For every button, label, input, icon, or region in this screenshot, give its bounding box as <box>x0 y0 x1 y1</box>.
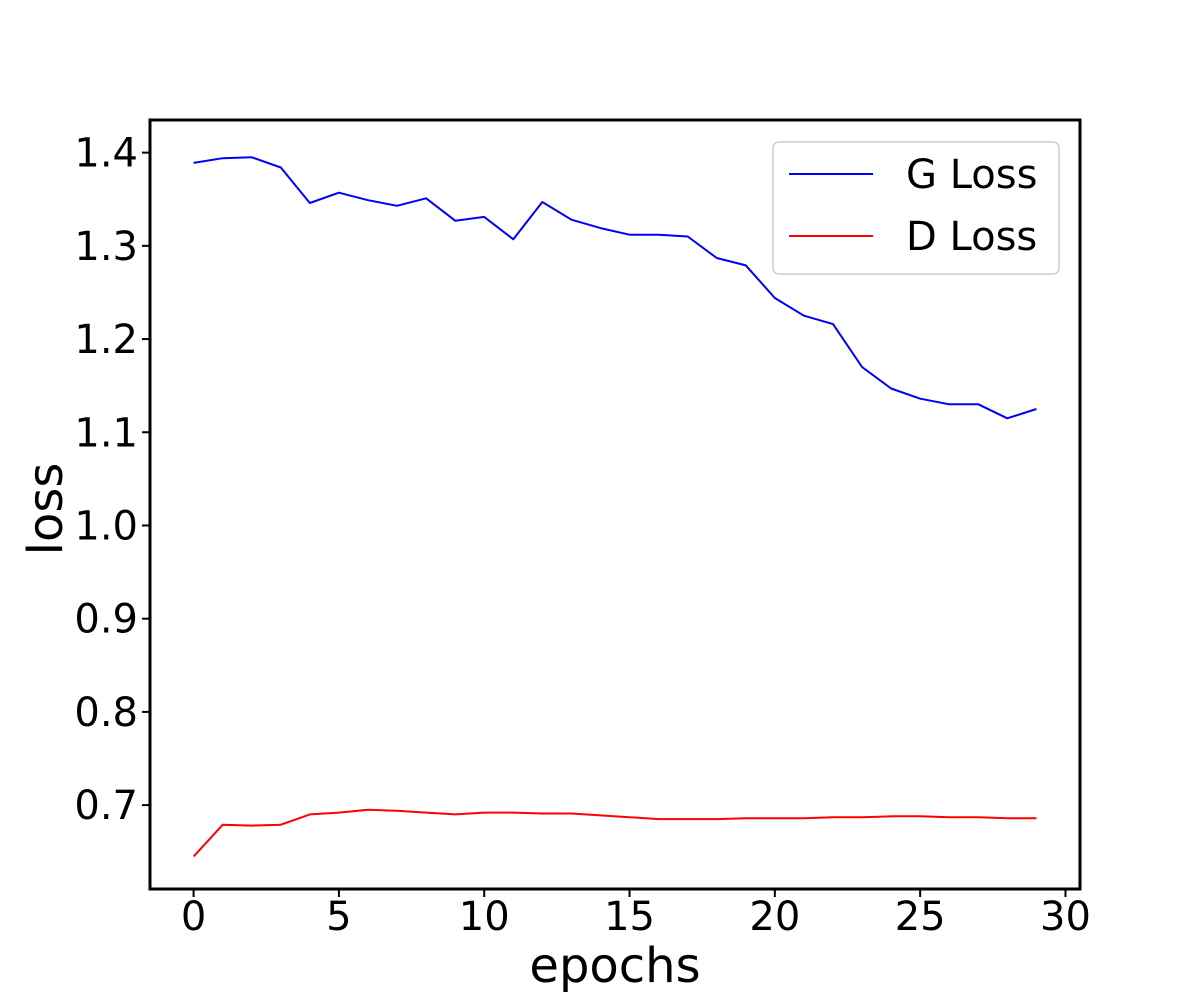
series-line-g-loss <box>193 156 1037 420</box>
x-tick-label: 15 <box>604 894 655 940</box>
x-tick-label: 0 <box>181 894 206 940</box>
legend-label-d-loss: D Loss <box>906 214 1037 260</box>
y-axis-ticks: 0.7 0.8 0.9 1.0 1.1 1.2 1.3 1.4 <box>74 131 150 829</box>
legend-label-g-loss: G Loss <box>906 152 1037 198</box>
y-axis-label: loss <box>18 463 74 556</box>
x-tick-label: 30 <box>1040 894 1091 940</box>
y-tick-label: 1.1 <box>74 410 138 456</box>
x-tick-label: 25 <box>895 894 946 940</box>
y-tick-label: 0.7 <box>74 783 138 829</box>
y-tick-label: 0.8 <box>74 690 138 736</box>
x-tick-label: 10 <box>459 894 510 940</box>
x-tick-label: 20 <box>749 894 800 940</box>
y-tick-label: 1.0 <box>74 503 138 549</box>
x-tick-label: 5 <box>326 894 351 940</box>
x-axis-ticks: 0 5 10 15 20 25 30 <box>181 889 1091 940</box>
plot-frame <box>148 118 1082 891</box>
series-line-d-loss <box>192 808 1037 858</box>
y-tick-label: 1.4 <box>74 131 138 177</box>
y-tick-label: 1.3 <box>74 224 138 270</box>
legend: G Loss D Loss <box>772 141 1060 275</box>
y-tick-label: 0.9 <box>74 597 138 643</box>
series-layer <box>192 156 1037 858</box>
y-tick-label: 1.2 <box>74 317 138 363</box>
x-axis-label: epochs <box>529 938 700 994</box>
